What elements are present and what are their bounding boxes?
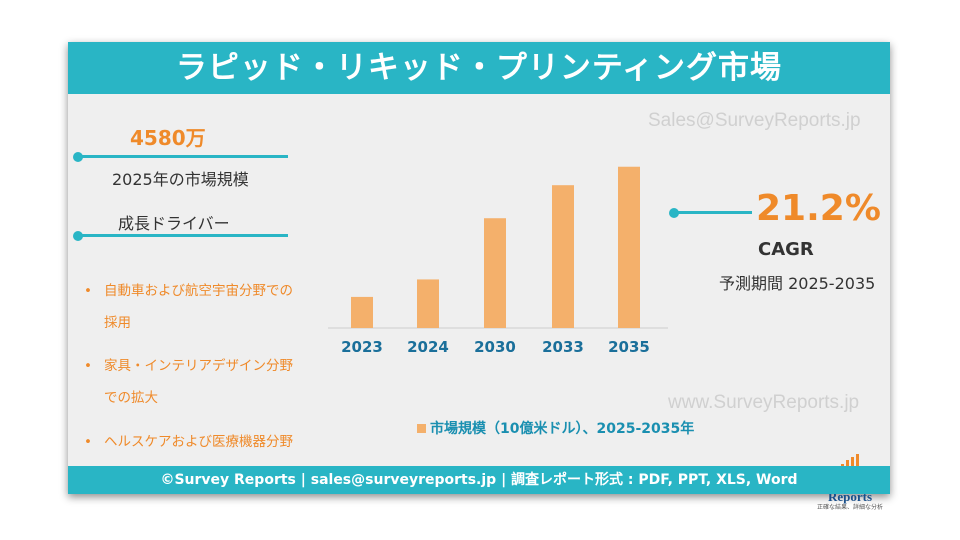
forecast-period: 予測期間 2025-2035 [719, 274, 876, 293]
bar-2033 [552, 185, 574, 328]
x-tick-label: 2035 [608, 338, 650, 356]
driver-item: • ヘルスケアおよび医療機器分野 [84, 433, 293, 451]
bullet-marker: • [84, 434, 92, 450]
infographic-card: ラピッド・リキッド・プリンティング市場 Sales@SurveyReports.… [68, 42, 890, 511]
footer-bar: ©Survey Reports | sales@surveyreports.jp… [68, 466, 890, 494]
driver-text: 家具・インテリアデザイン分野 [104, 358, 293, 374]
legend-label: 市場規模（10億米ドル）、2025-2035年 [430, 421, 695, 437]
bar-2030 [484, 218, 506, 328]
x-tick-label: 2023 [341, 338, 383, 356]
driver-item: • 家具・インテリアデザイン分野 での拡大 [84, 357, 293, 407]
chart-legend: 市場規模（10億米ドル）、2025-2035年 [417, 418, 694, 438]
bullet-marker: • [84, 283, 92, 299]
cagr-label: CAGR [758, 239, 814, 260]
x-tick-label: 2033 [542, 338, 584, 356]
driver-text: 自動車および航空宇宙分野での [104, 283, 293, 299]
driver-item: • 自動車および航空宇宙分野での 採用 [84, 282, 293, 332]
bar-chart [328, 166, 668, 329]
page-title: ラピッド・リキッド・プリンティング市場 [68, 42, 890, 94]
cagr-rule [674, 211, 752, 214]
driver-text-cont: での拡大 [104, 390, 158, 406]
legend-swatch [417, 424, 426, 433]
watermark-url: www.SurveyReports.jp [668, 392, 860, 413]
cagr-value: 21.2% [756, 188, 881, 229]
bullet-marker: • [84, 358, 92, 374]
bar-2023 [351, 296, 373, 328]
growth-drivers-heading: 成長ドライバー [118, 214, 230, 233]
growth-drivers-rule [78, 234, 288, 237]
x-tick-label: 2030 [474, 338, 516, 356]
x-tick-label: 2024 [407, 338, 449, 356]
bar-2035 [618, 166, 640, 328]
watermark-email: Sales@SurveyReports.jp [648, 110, 861, 131]
bar-2024 [417, 279, 439, 328]
market-size-rule [78, 155, 288, 158]
market-size-label: 2025年の市場規模 [112, 170, 249, 189]
market-size-value: 4580万 [130, 126, 206, 150]
driver-text: ヘルスケアおよび医療機器分野 [104, 434, 293, 450]
driver-text-cont: 採用 [104, 315, 131, 331]
logo-tagline: 正確な結果、詳細な分析 [816, 504, 883, 511]
